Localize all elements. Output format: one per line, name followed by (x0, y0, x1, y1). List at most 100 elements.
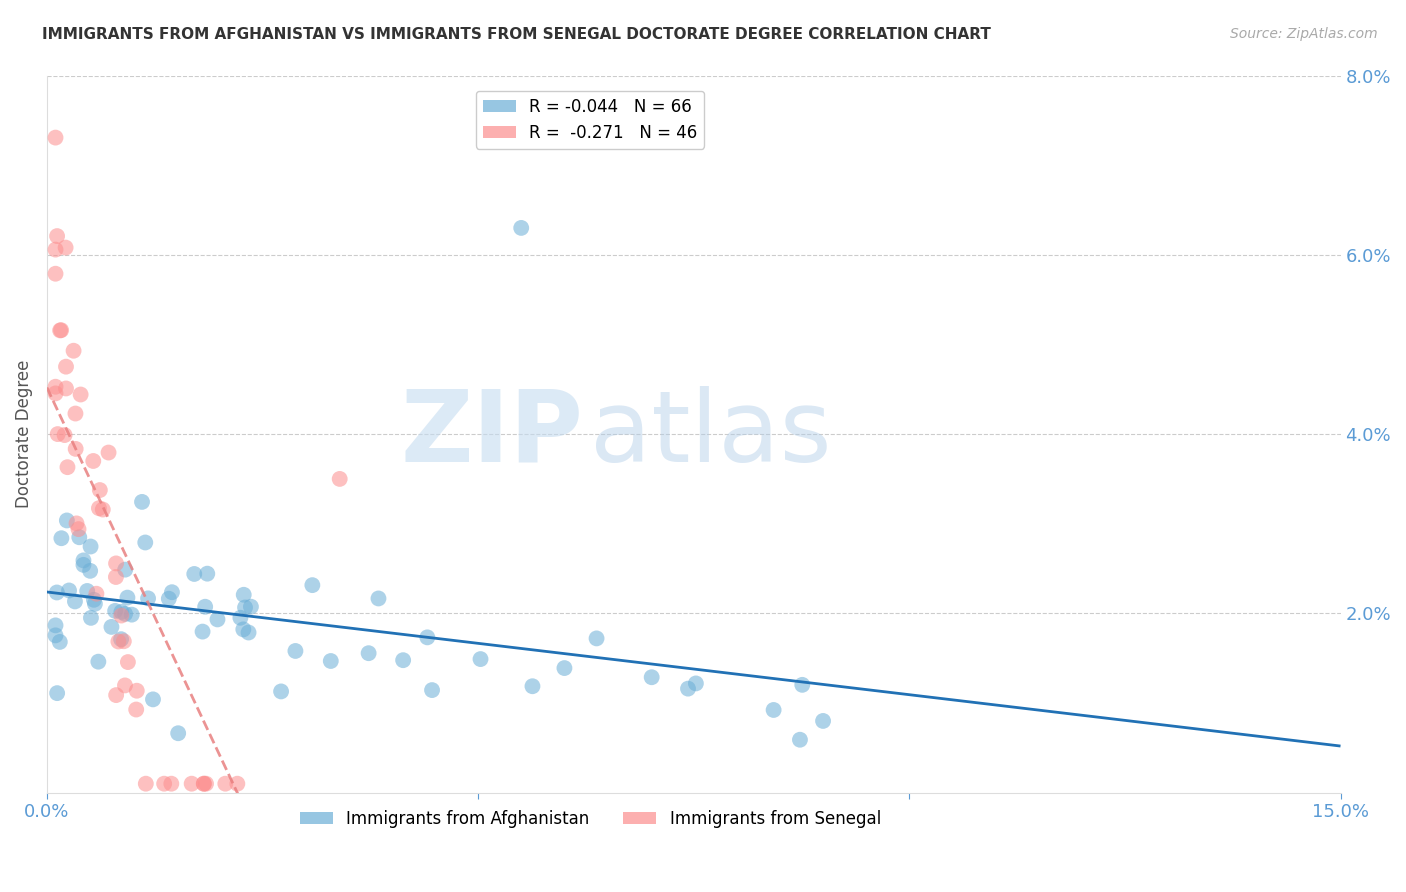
Point (125, 702, 148, 716)
Point (301, 578, 323, 592)
Text: atlas: atlas (591, 385, 832, 483)
Point (226, 777, 249, 791)
Legend: Immigrants from Afghanistan, Immigrants from Senegal: Immigrants from Afghanistan, Immigrants … (292, 803, 887, 835)
Point (232, 588, 254, 602)
Point (56, 460, 79, 475)
Point (357, 646, 380, 660)
Point (112, 634, 135, 648)
Point (284, 644, 307, 658)
Point (125, 683, 148, 698)
Point (193, 777, 215, 791)
Point (87, 501, 110, 516)
Point (585, 632, 607, 646)
Point (135, 777, 157, 791)
Text: ZIP: ZIP (401, 385, 583, 483)
Point (105, 557, 128, 571)
Point (86, 587, 108, 601)
Point (270, 684, 292, 698)
Point (97, 445, 120, 459)
Point (72, 558, 94, 572)
Point (811, 714, 834, 728)
Point (420, 683, 443, 698)
Point (134, 535, 156, 549)
Point (65, 516, 87, 531)
Text: Source: ZipAtlas.com: Source: ZipAtlas.com (1230, 27, 1378, 41)
Point (55, 241, 77, 255)
Point (110, 608, 132, 623)
Point (214, 777, 236, 791)
Point (238, 625, 260, 640)
Point (142, 692, 165, 706)
Point (470, 652, 492, 666)
Point (100, 620, 122, 634)
Point (49, 323, 72, 337)
Point (79, 564, 101, 578)
Point (392, 653, 415, 667)
Point (104, 604, 127, 618)
Point (792, 678, 814, 692)
Point (58, 583, 80, 598)
Point (105, 688, 128, 702)
Point (329, 472, 352, 486)
Point (65, 407, 87, 421)
Point (46, 229, 69, 244)
Point (117, 655, 139, 669)
Point (46, 686, 69, 700)
Point (194, 599, 217, 614)
Point (51, 531, 73, 545)
Point (195, 566, 218, 581)
Y-axis label: Doctorate Degree: Doctorate Degree (15, 359, 32, 508)
Point (62, 343, 84, 358)
Point (44, 130, 66, 145)
Point (45, 585, 67, 599)
Point (44, 618, 66, 632)
Point (46, 427, 69, 442)
Point (110, 632, 132, 647)
Point (180, 777, 202, 791)
Point (44, 386, 66, 401)
Point (367, 591, 389, 606)
Point (319, 654, 342, 668)
Point (84, 597, 107, 611)
Point (136, 591, 159, 606)
Point (55, 381, 77, 395)
Point (65, 442, 87, 456)
Point (63, 594, 86, 608)
Point (107, 634, 129, 648)
Point (207, 612, 229, 626)
Text: IMMIGRANTS FROM AFGHANISTAN VS IMMIGRANTS FROM SENEGAL DOCTORATE DEGREE CORRELAT: IMMIGRANTS FROM AFGHANISTAN VS IMMIGRANT… (42, 27, 991, 42)
Point (233, 600, 256, 615)
Point (195, 777, 218, 791)
Point (72, 553, 94, 567)
Point (232, 623, 254, 637)
Point (49, 323, 72, 337)
Point (83, 592, 105, 607)
Point (44, 243, 66, 257)
Point (510, 221, 533, 235)
Point (640, 670, 662, 684)
Point (191, 624, 214, 639)
Point (789, 732, 811, 747)
Point (87, 655, 110, 669)
Point (44, 267, 66, 281)
Point (56, 513, 79, 527)
Point (104, 570, 127, 584)
Point (121, 607, 143, 622)
Point (762, 703, 785, 717)
Point (67, 522, 90, 536)
Point (91, 502, 114, 516)
Point (239, 599, 262, 614)
Point (416, 631, 439, 645)
Point (44, 628, 66, 642)
Point (55, 359, 77, 374)
Point (522, 679, 544, 693)
Point (89, 483, 111, 497)
Point (114, 563, 136, 577)
Point (193, 777, 215, 791)
Point (553, 661, 575, 675)
Point (676, 681, 699, 696)
Point (76, 584, 98, 599)
Point (69, 387, 91, 401)
Point (67, 530, 90, 544)
Point (44, 380, 66, 394)
